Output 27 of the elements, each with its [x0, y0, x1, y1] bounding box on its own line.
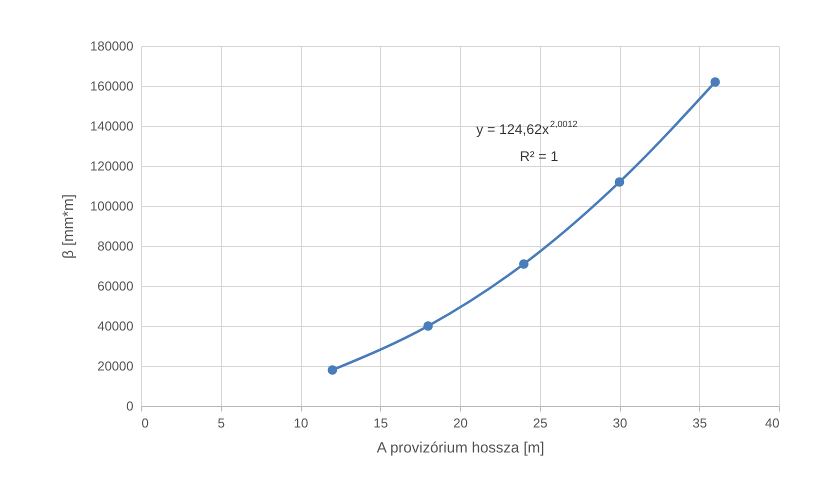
y-tick-label: 40000 [97, 318, 134, 334]
x-tick-label: 25 [533, 416, 548, 430]
x-axis-title: A provizórium hossza [m] [376, 440, 544, 456]
point [710, 77, 720, 87]
y-tick-label: 60000 [97, 278, 134, 294]
x-tick-label: 40 [765, 416, 780, 430]
point [614, 177, 624, 187]
y-tick-label: 160000 [90, 78, 134, 94]
y-axis-title: β [mm*m] [60, 194, 78, 259]
y-tick-label: 180000 [90, 38, 134, 54]
point [423, 321, 433, 331]
x-tick-label: 15 [374, 416, 388, 430]
y-tick-label: 80000 [97, 238, 134, 254]
x-tick-label: 10 [294, 416, 308, 430]
x-tick-label: 20 [453, 416, 468, 430]
x-tick-label: 5 [218, 416, 225, 430]
annotation: R² = 1 [520, 148, 558, 164]
point [519, 259, 529, 269]
y-tick-label: 100000 [90, 198, 134, 214]
y-tick-label: 0 [126, 398, 134, 414]
y-tick-label: 120000 [90, 158, 134, 174]
y-tick-label: 20000 [97, 358, 134, 374]
y-tick-label: 140000 [90, 118, 134, 134]
x-tick-label: 35 [692, 416, 707, 430]
point [328, 365, 338, 375]
x-tick-label: 30 [612, 416, 628, 430]
x-tick-label: 0 [142, 416, 149, 430]
